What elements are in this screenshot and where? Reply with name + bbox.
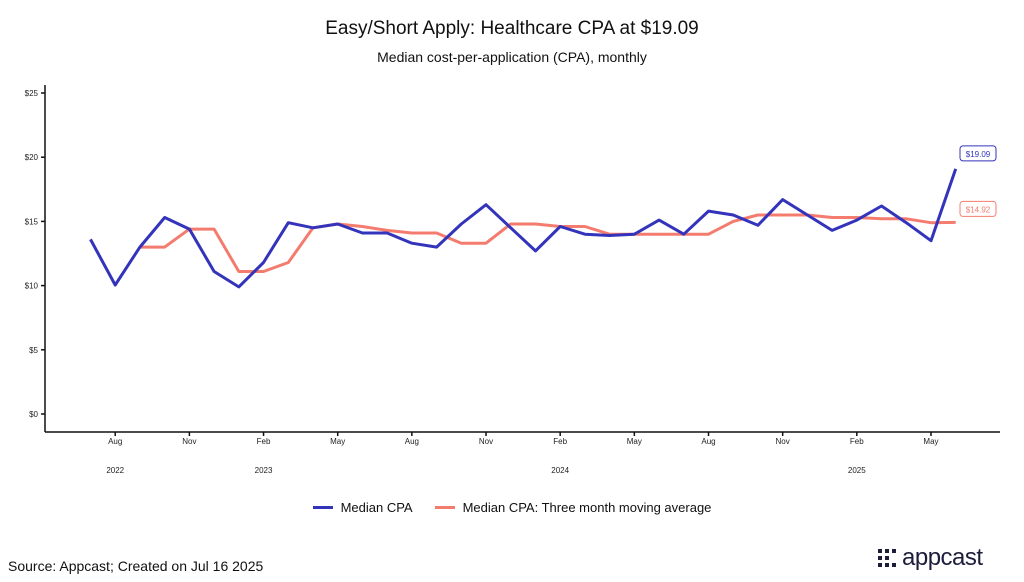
year-label: 2025 (848, 466, 866, 475)
legend-item-median-cpa: Median CPA (312, 500, 413, 515)
median-cpa-line (89, 168, 958, 289)
x-tick-label: Aug (405, 437, 419, 446)
year-label: 2024 (551, 466, 569, 475)
end-label-text: $19.09 (966, 150, 991, 159)
y-tick-label: $20 (25, 153, 39, 162)
y-tick-label: $5 (29, 346, 38, 355)
legend-label: Median CPA: Three month moving average (462, 500, 712, 515)
logo-text: appcast (902, 544, 983, 571)
line-chart: $0 $5 $10 $15 $20 $25 Aug Nov Feb May Aug Nov Feb Ma… (25, 85, 1000, 475)
x-tick-label: May (923, 437, 938, 446)
legend-label: Median CPA (340, 500, 413, 515)
x-tick-label: Nov (479, 437, 493, 446)
end-label-box (959, 200, 997, 217)
y-tick-label: $10 (25, 282, 39, 291)
chart-title: Easy/Short Apply: Healthcare CPA at $19.… (325, 18, 699, 39)
x-tick-label: Aug (701, 437, 715, 446)
appcast-logo: appcast (876, 544, 983, 572)
y-tick-label: $25 (25, 89, 39, 98)
source-note: Source: Appcast; Created on Jul 16 2025 (8, 558, 264, 574)
x-tick-label: May (330, 437, 345, 446)
x-tick-label: Aug (108, 437, 122, 446)
median-cpa-end-label: $19.09 (959, 145, 997, 162)
x-tick-label: Nov (776, 437, 790, 446)
moving-average-end-label: $14.92 (959, 200, 997, 217)
y-tick-label: $15 (25, 217, 39, 226)
year-label: 2023 (255, 466, 273, 475)
x-tick-label: Feb (553, 437, 567, 446)
year-label: 2022 (106, 466, 124, 475)
x-tick-label: Nov (182, 437, 196, 446)
y-tick-label: $0 (29, 410, 38, 419)
x-tick-label: May (627, 437, 642, 446)
chart-subtitle: Median cost-per-application (CPA), month… (377, 49, 647, 65)
legend-swatch (434, 506, 455, 509)
end-label-box (959, 145, 997, 162)
end-label-text: $14.92 (966, 205, 991, 214)
logo-grid-icon (878, 549, 896, 567)
x-tick-label: Feb (257, 437, 271, 446)
legend-swatch (312, 506, 333, 509)
legend: Median CPA Median CPA: Three month movin… (0, 500, 1024, 515)
x-tick-label: Feb (850, 437, 864, 446)
legend-item-moving-average: Median CPA: Three month moving average (434, 500, 712, 515)
moving-average-line (139, 213, 956, 273)
